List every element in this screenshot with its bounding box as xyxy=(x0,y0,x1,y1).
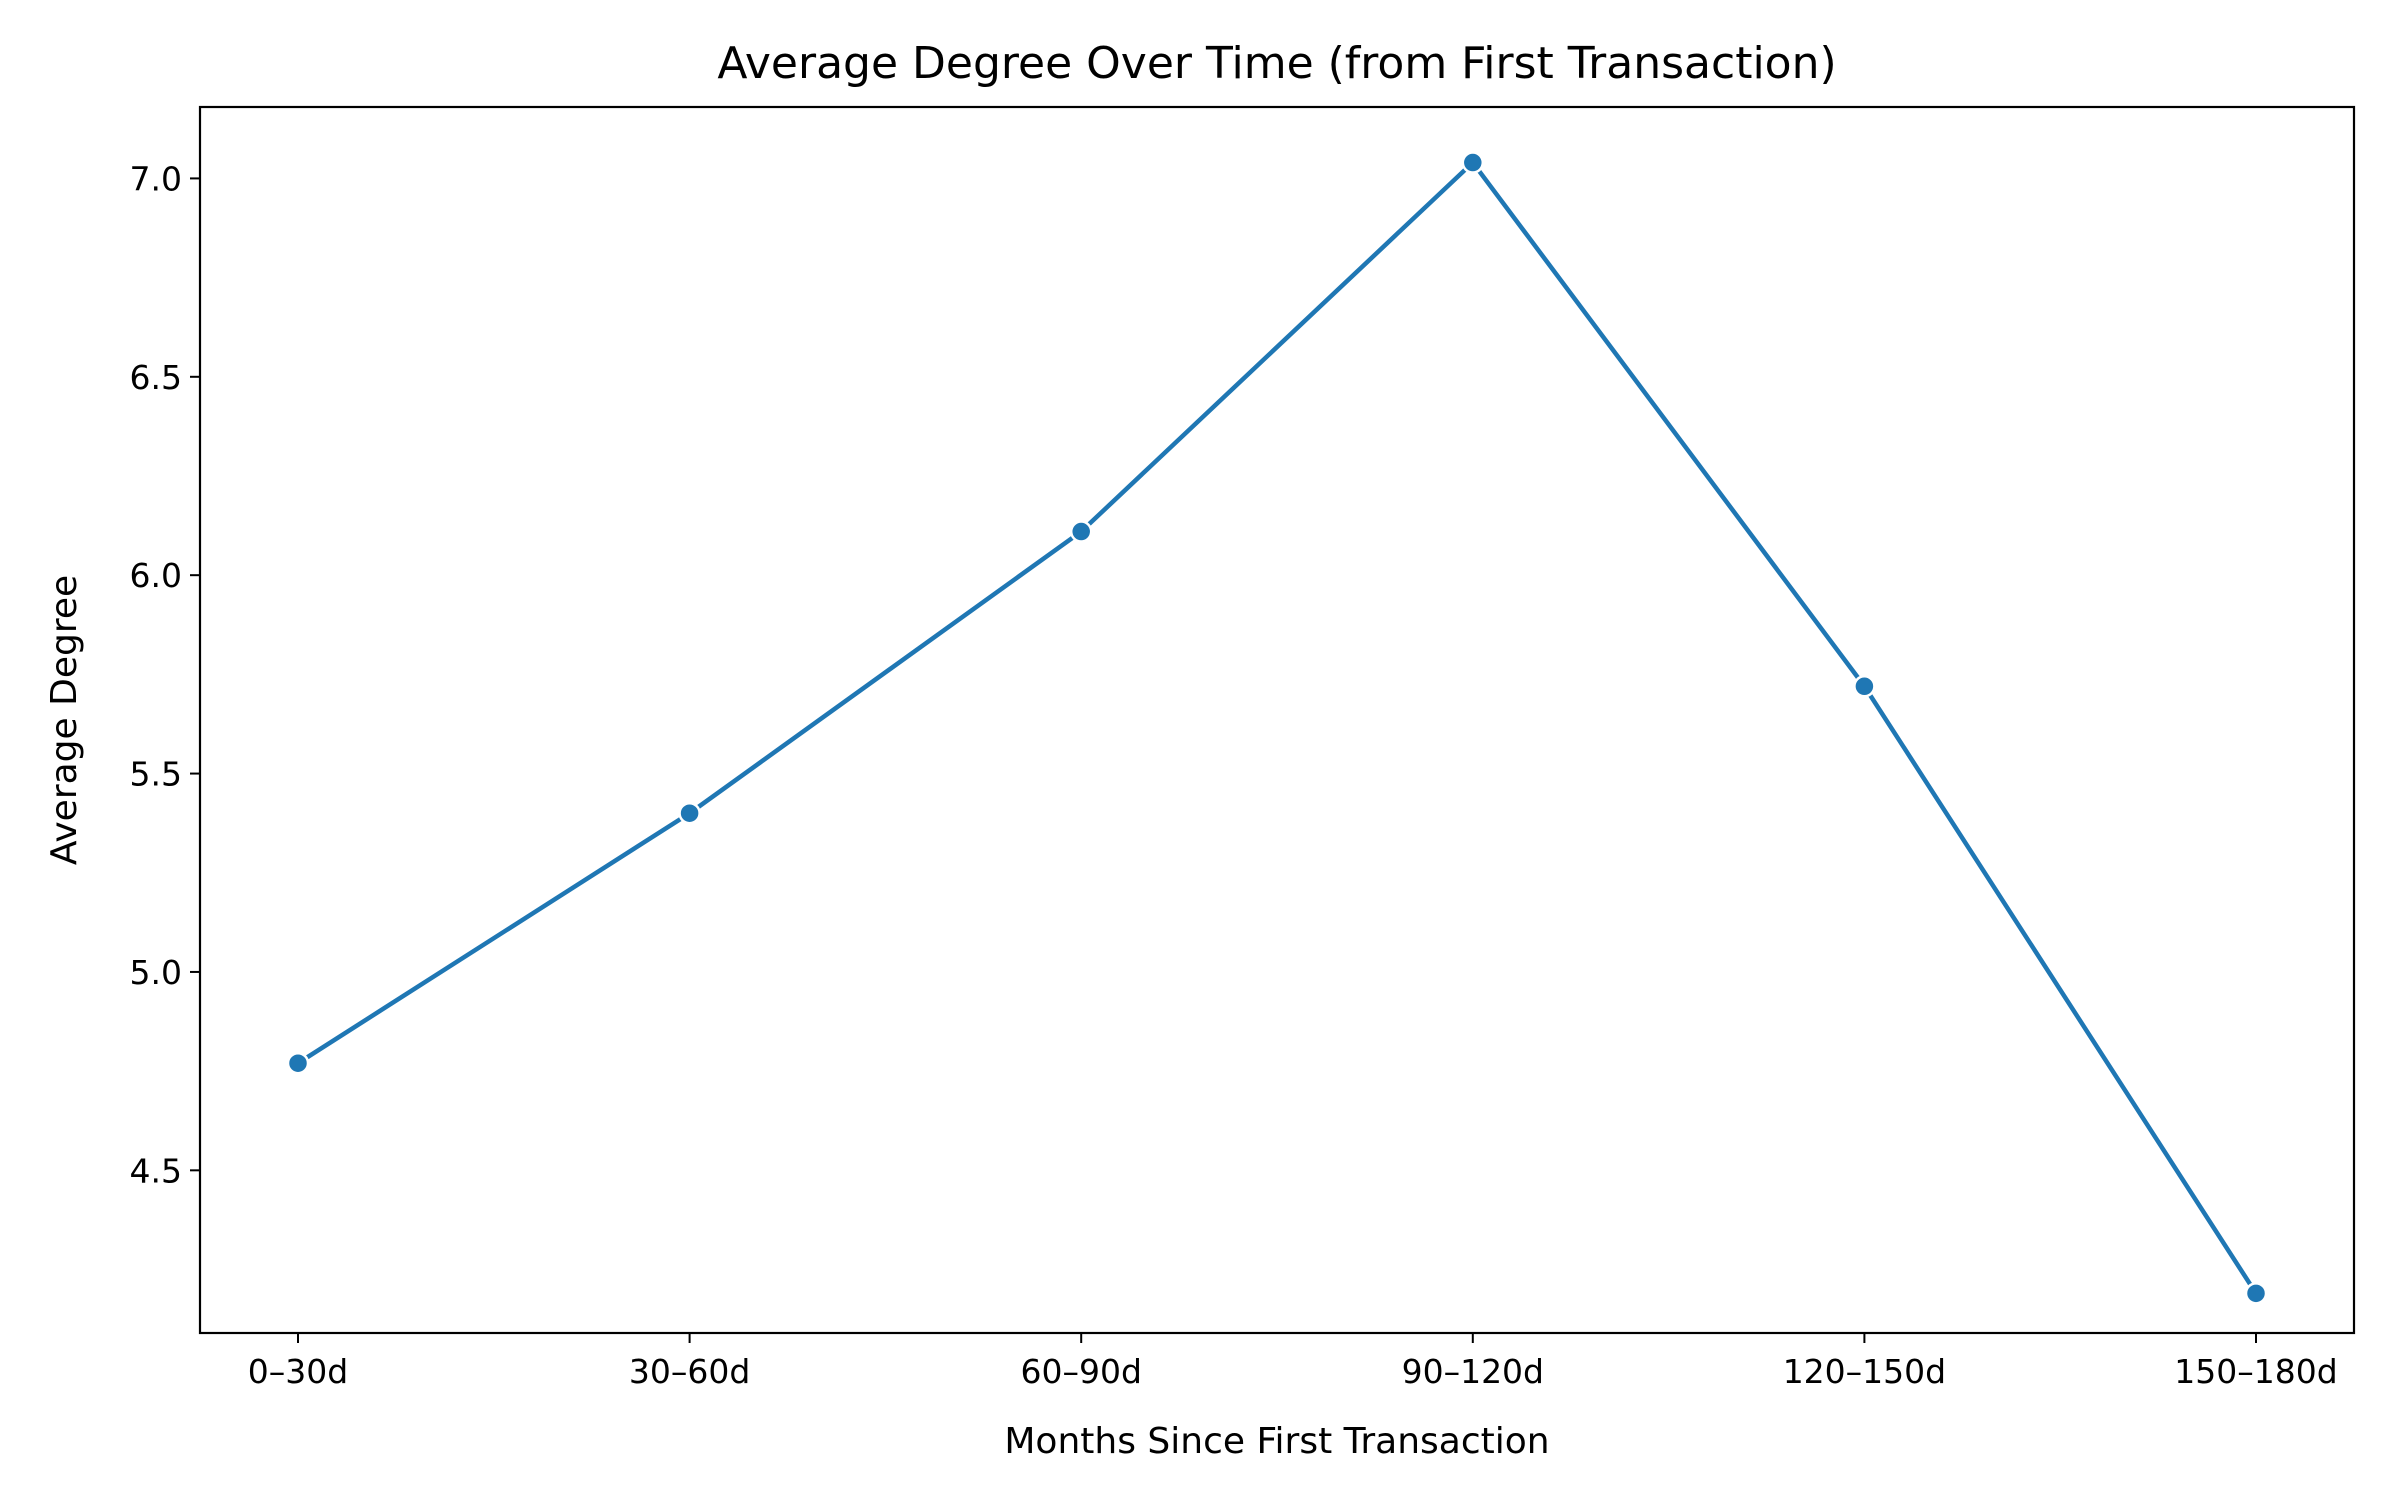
y-axis-label: Average Degree xyxy=(44,575,85,865)
series-layer xyxy=(286,151,2268,1305)
x-tick-label: 30–60d xyxy=(629,1352,750,1391)
x-axis-label: Months Since First Transaction xyxy=(1004,1421,1549,1462)
y-tick-label: 6.5 xyxy=(130,358,182,397)
data-point xyxy=(286,1051,310,1075)
x-axis-ticks: 0–30d 30–60d 60–90d 90–120d 120–150d 150–180d xyxy=(248,1333,2338,1391)
y-tick-label: 4.5 xyxy=(130,1151,182,1190)
data-point xyxy=(2244,1282,2268,1305)
data-point xyxy=(1069,520,1093,543)
y-tick-label: 6.0 xyxy=(130,556,182,595)
chart-title: Average Degree Over Time (from First Tra… xyxy=(717,38,1836,89)
data-point xyxy=(678,801,701,825)
y-axis-ticks: 4.5 5.0 5.5 6.0 6.5 7.0 xyxy=(130,159,200,1190)
y-tick-label: 5.5 xyxy=(130,755,182,794)
series-line xyxy=(295,160,2259,1296)
x-tick-label: 120–150d xyxy=(1783,1352,1946,1391)
data-point xyxy=(1461,151,1485,174)
x-tick-label: 150–180d xyxy=(2174,1352,2337,1391)
x-tick-label: 0–30d xyxy=(248,1352,348,1391)
x-tick-label: 60–90d xyxy=(1020,1352,1141,1391)
y-tick-label: 7.0 xyxy=(130,159,182,198)
y-tick-label: 5.0 xyxy=(130,953,182,992)
x-tick-label: 90–120d xyxy=(1402,1352,1544,1391)
data-point xyxy=(1853,675,1876,698)
plot-frame xyxy=(198,105,2356,1335)
